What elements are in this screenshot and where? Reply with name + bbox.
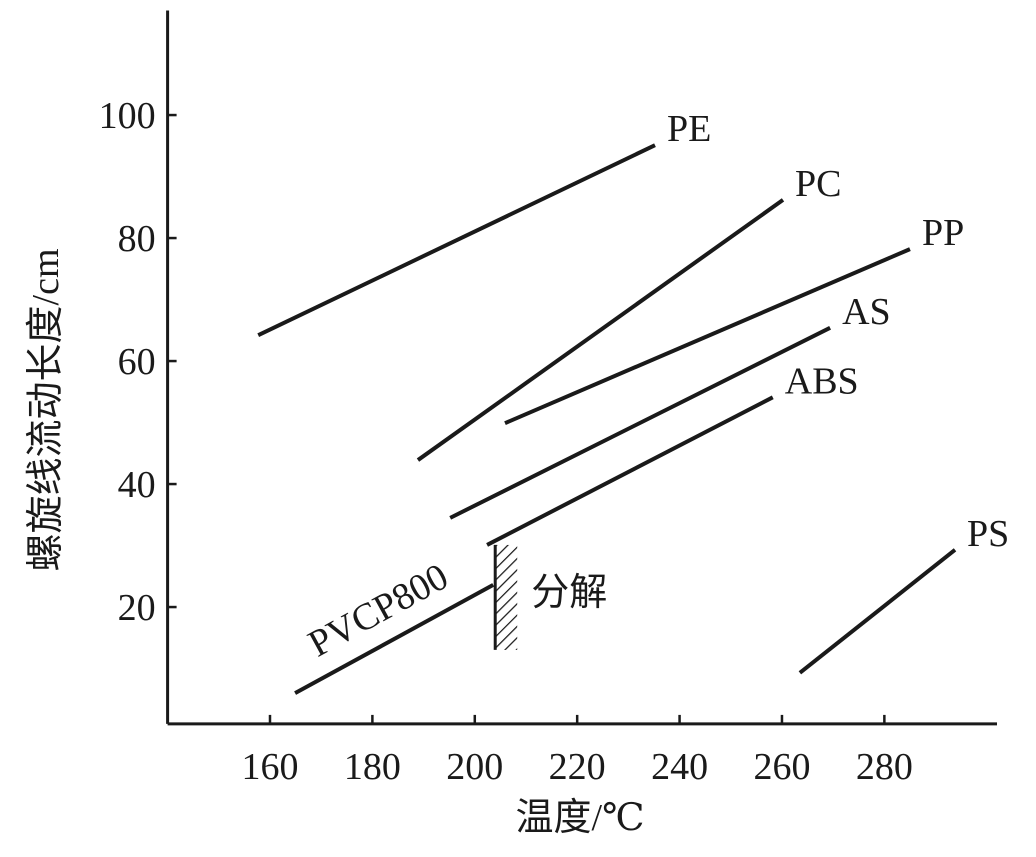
series-line xyxy=(294,583,495,695)
series-line xyxy=(504,247,911,426)
series-label: PS xyxy=(967,513,1009,555)
series-line xyxy=(416,198,785,462)
x-tick-label: 260 xyxy=(753,746,810,788)
series-label: PE xyxy=(667,108,711,150)
y-tick-label: 60 xyxy=(118,341,156,383)
decomposition-hatch xyxy=(495,544,518,650)
y-tick-label: 20 xyxy=(118,587,156,629)
series-label: AS xyxy=(842,291,891,333)
annotation: 分解 xyxy=(531,572,607,614)
series-line xyxy=(449,326,831,520)
x-tick-label: 160 xyxy=(241,746,298,788)
y-tick-label: 80 xyxy=(118,218,156,260)
x-tick-label: 240 xyxy=(651,746,708,788)
series-line xyxy=(257,143,656,338)
series-line xyxy=(486,395,774,547)
x-axis-label: 温度/℃ xyxy=(515,797,644,839)
y-tick-label: 40 xyxy=(118,464,156,506)
series-label: PC xyxy=(795,163,841,205)
series-line xyxy=(798,548,957,675)
x-tick-label: 200 xyxy=(446,746,503,788)
y-tick-label: 100 xyxy=(99,95,156,137)
x-tick-label: 220 xyxy=(549,746,606,788)
y-axis-label: 螺旋线流动长度/cm xyxy=(25,249,67,572)
x-tick-label: 280 xyxy=(856,746,913,788)
x-tick-label: 180 xyxy=(344,746,401,788)
series-label: ABS xyxy=(785,360,859,402)
series-label: PP xyxy=(922,212,964,254)
